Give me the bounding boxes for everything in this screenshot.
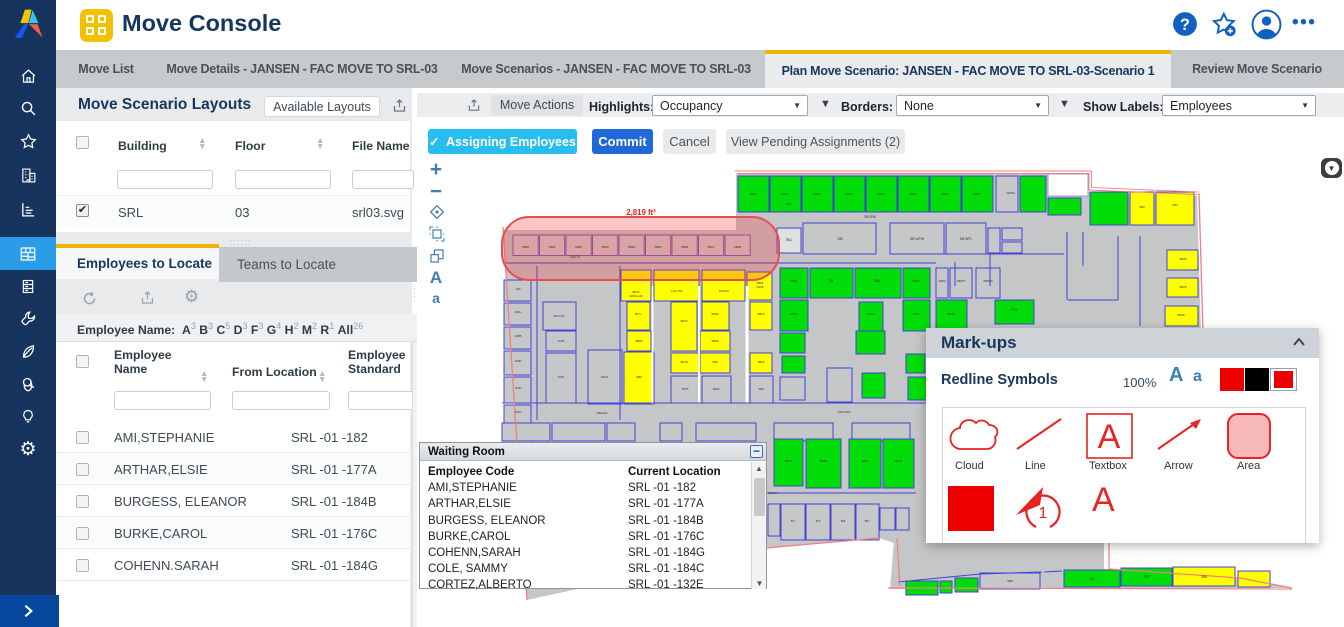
svg-text:LGG TRL: LGG TRL (671, 289, 683, 293)
svg-text:SB2: SB2 (1172, 203, 1178, 207)
svg-text:SB: SB (1090, 577, 1094, 581)
svg-text:SBGPW: SBGPW (864, 215, 876, 219)
svg-text:166: 166 (515, 287, 520, 291)
svg-text:SB6L: SB6L (757, 281, 764, 285)
svg-text:SB71: SB71 (781, 192, 788, 196)
svg-text:DETCHA: DETCHA (554, 314, 565, 318)
svg-text:SB WPL: SB WPL (960, 237, 973, 241)
svg-text:SB2M: SB2M (938, 279, 945, 283)
svg-text:167B: 167B (558, 339, 565, 343)
svg-text:?: ? (1180, 16, 1190, 34)
svg-text:SB220A: SB220A (596, 411, 607, 415)
svg-text:SB9: SB9 (636, 375, 642, 379)
svg-text:SB61: SB61 (548, 245, 556, 249)
svg-text:SB7: SB7 (1144, 575, 1150, 579)
svg-text:SB75: SB75 (682, 387, 689, 391)
svg-text:SB7A: SB7A (680, 319, 687, 323)
svg-text:SB47: SB47 (912, 312, 920, 316)
svg-text:SB4: SB4 (874, 279, 880, 283)
svg-text:SB65: SB65 (654, 245, 662, 249)
svg-text:165B: 165B (514, 334, 521, 338)
svg-text:SB74: SB74 (877, 192, 884, 196)
svg-text:SB8: SB8 (1007, 579, 1013, 583)
svg-text:SB1L: SB1L (861, 459, 869, 463)
svg-text:SB4G: SB4G (711, 312, 718, 316)
svg-text:161P: 161P (558, 375, 565, 379)
svg-text:KRNGL,LW: KRNGL,LW (629, 294, 643, 298)
svg-text:SB7L: SB7L (632, 290, 640, 294)
svg-text:SB8: SB8 (758, 387, 764, 391)
svg-text:SB98: SB98 (713, 387, 720, 391)
svg-text:SB220A: SB220A (767, 491, 777, 495)
svg-text:B74: B74 (816, 519, 821, 523)
svg-text:SB66: SB66 (681, 245, 689, 249)
svg-text:SB73: SB73 (845, 192, 852, 196)
svg-text:164G: 164G (514, 410, 522, 414)
svg-text:TBLL: TBLL (785, 202, 793, 206)
svg-text:SB270: SB270 (570, 255, 580, 259)
svg-text:166L: 166L (515, 310, 522, 314)
svg-text:SB257: SB257 (957, 279, 966, 283)
svg-text:B77: B77 (791, 519, 796, 523)
svg-text:2,819 ft²: 2,819 ft² (626, 208, 656, 217)
svg-text:SB: SB (829, 279, 833, 283)
svg-text:SB5A: SB5A (867, 312, 875, 316)
svg-text:SB77: SB77 (973, 192, 980, 196)
svg-text:SB5G: SB5G (790, 312, 799, 316)
svg-text:SB8: SB8 (712, 360, 718, 364)
svg-text:LWPE: LWPE (756, 285, 763, 289)
svg-text:SB28: SB28 (1179, 257, 1187, 261)
svg-text:SB8P: SB8P (711, 339, 718, 343)
svg-text:1: 1 (1039, 505, 1048, 522)
svg-text:WPRL: WPRL (1007, 191, 1016, 195)
svg-text:SB7B: SB7B (680, 360, 687, 364)
svg-text:SB2: SB2 (1139, 205, 1145, 209)
svg-text:SB9: SB9 (1201, 575, 1207, 579)
svg-text:SB63: SB63 (601, 245, 609, 249)
svg-text:SB5L: SB5L (790, 279, 798, 283)
svg-text:B67: B67 (865, 519, 870, 523)
svg-text:SB67: SB67 (707, 245, 715, 249)
svg-text:TBLL: TBLL (785, 238, 793, 242)
svg-text:SB68: SB68 (734, 245, 742, 249)
svg-text:A: A (1098, 418, 1121, 456)
svg-text:DETL: DETL (601, 375, 609, 379)
svg-text:SB1K: SB1K (894, 459, 902, 463)
svg-text:SB2Z: SB2Z (1177, 313, 1185, 317)
svg-text:SWGTZR: SWGTZR (838, 410, 852, 414)
svg-text:SB WPW: SB WPW (910, 237, 925, 241)
svg-text:SB76: SB76 (941, 192, 948, 196)
svg-text:SB: SB (837, 236, 843, 241)
svg-text:SB64: SB64 (628, 245, 636, 249)
svg-text:SB70: SB70 (749, 192, 756, 196)
svg-text:SB72: SB72 (813, 192, 820, 196)
svg-text:PTW: PTW (1010, 308, 1017, 312)
svg-text:SB45: SB45 (912, 279, 920, 283)
svg-text:SB7J: SB7J (635, 312, 642, 316)
svg-text:SB9P: SB9P (635, 339, 642, 343)
svg-text:SB1J: SB1J (784, 459, 792, 463)
svg-text:B29: B29 (841, 519, 846, 523)
svg-text:SB2P: SB2P (1179, 285, 1187, 289)
svg-text:SB75: SB75 (909, 192, 916, 196)
svg-text:SB66: SB66 (758, 360, 765, 364)
svg-text:163P: 163P (514, 386, 521, 390)
svg-text:SB62: SB62 (575, 245, 583, 249)
svg-text:164P: 164P (514, 359, 521, 363)
svg-text:SB3B: SB3B (819, 459, 827, 463)
svg-text:SB6A: SB6A (757, 312, 764, 316)
svg-text:SB60: SB60 (522, 245, 530, 249)
svg-text:SB4B: SB4B (947, 312, 955, 316)
svg-text:PLMNS: PLMNS (719, 289, 729, 293)
svg-text:SB25W: SB25W (983, 279, 993, 283)
